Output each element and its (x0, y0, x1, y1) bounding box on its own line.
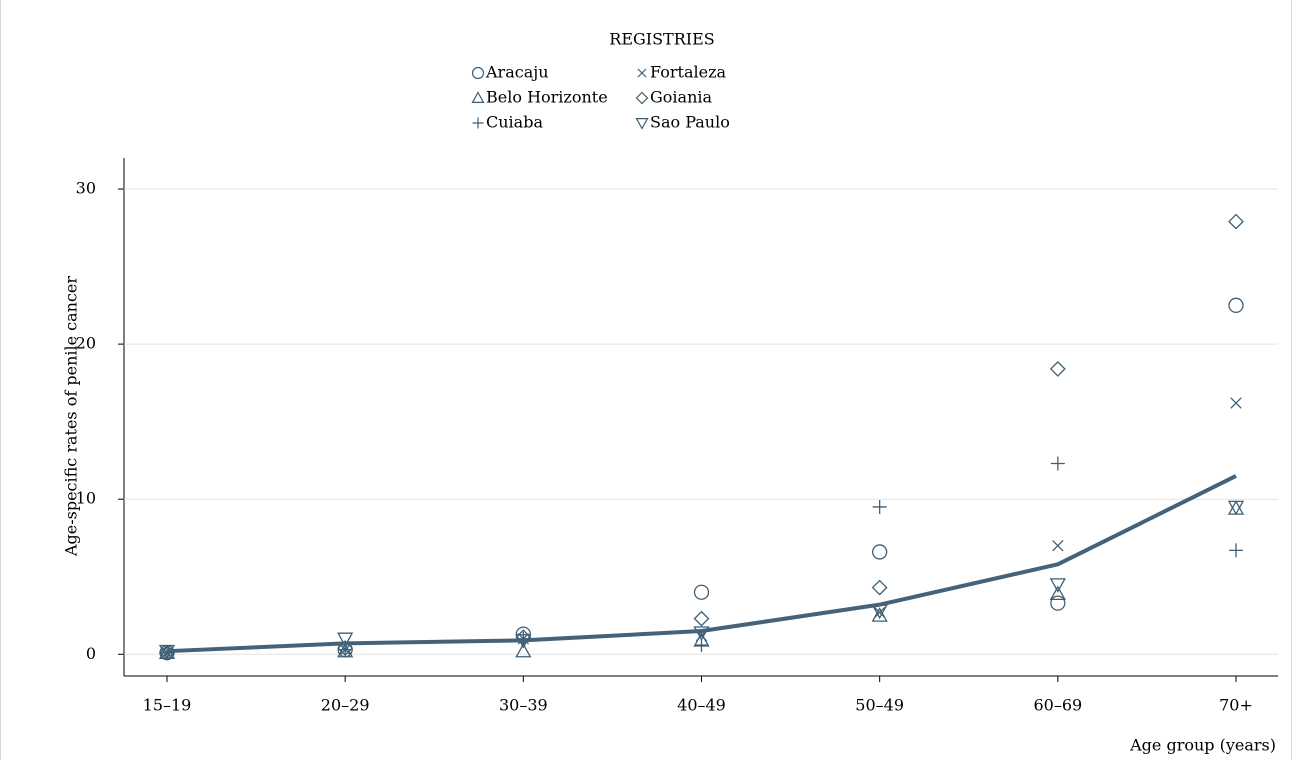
marker (337, 632, 354, 648)
marker (1230, 397, 1242, 409)
marker (1050, 456, 1065, 471)
legend-marker (472, 117, 484, 129)
x-tick-label: 20–29 (321, 696, 370, 715)
marker (1049, 585, 1066, 601)
marker (1228, 213, 1244, 230)
legend-title: REGISTRIES (609, 30, 714, 49)
legend-label: Fortaleza (650, 63, 726, 82)
marker (693, 610, 710, 627)
marker (1229, 543, 1243, 558)
marker (515, 642, 532, 658)
marker (693, 626, 710, 641)
trend-line (166, 474, 1237, 654)
legend-marker (471, 91, 485, 103)
legend-marker (637, 68, 647, 78)
x-tick-label: 50–49 (855, 696, 904, 715)
y-tick-label: 30 (76, 179, 96, 198)
legend-label: Sao Paulo (650, 113, 730, 132)
marker (871, 607, 888, 622)
marker (1049, 578, 1066, 593)
marker (1227, 500, 1245, 516)
marker (872, 499, 887, 514)
marker (1050, 595, 1066, 611)
x-tick-label: 15–19 (143, 696, 192, 715)
marker (693, 584, 710, 600)
marker (873, 606, 886, 619)
x-tick-label: 70+ (1219, 696, 1253, 715)
marker (872, 544, 888, 560)
legend-marker (635, 118, 649, 130)
legend-label: Belo Horizonte (486, 88, 608, 107)
legend-marker (471, 66, 485, 80)
marker (1049, 361, 1066, 377)
y-axis-label: Age-specific rates of penile cancer (62, 276, 81, 557)
x-tick-label: 30–39 (499, 696, 548, 715)
marker (1052, 540, 1064, 552)
y-tick-label: 10 (76, 489, 96, 508)
legend-label: Aracaju (485, 63, 549, 82)
marker (337, 640, 354, 657)
marker (1228, 297, 1244, 313)
legend-label: Goiania (650, 88, 712, 107)
legend-label: Cuiaba (486, 113, 543, 132)
marker (339, 643, 351, 656)
x-axis-label: Age group (years) (1129, 736, 1276, 755)
y-tick-label: 20 (76, 334, 96, 353)
marker (1227, 500, 1245, 515)
x-tick-label: 40–49 (677, 696, 726, 715)
x-tick-label: 60–69 (1033, 696, 1082, 715)
marker (871, 579, 888, 596)
marker (337, 642, 354, 658)
y-tick-label: 0 (86, 644, 96, 663)
legend-marker (635, 91, 649, 105)
